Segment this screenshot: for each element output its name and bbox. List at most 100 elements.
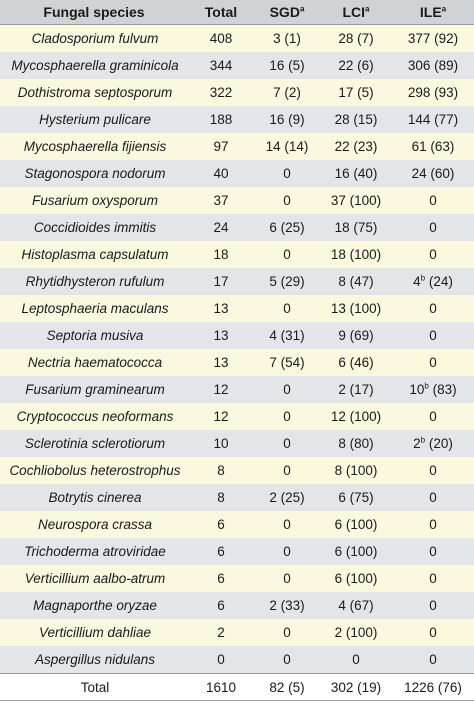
table-row: Cochliobolus heterostrophus 8 0 8 (100) 0 (0, 457, 474, 484)
total-cell: 12 (188, 403, 254, 430)
ile-cell: 4b (24) (392, 268, 474, 295)
ile-cell: 0 (392, 349, 474, 376)
ile-cell: 0 (392, 565, 474, 592)
lci-cell: 2 (17) (320, 376, 392, 403)
total-cell: 12 (188, 376, 254, 403)
species-cell: Aspergillus nidulans (0, 646, 188, 674)
table-row: Magnaporthe oryzae 6 2 (33) 4 (67) 0 (0, 592, 474, 619)
lci-cell: 4 (67) (320, 592, 392, 619)
species-cell: Coccidioides immitis (0, 214, 188, 241)
species-cell: Mycosphaerella graminicola (0, 52, 188, 79)
total-cell: 24 (188, 214, 254, 241)
lci-cell: 13 (100) (320, 295, 392, 322)
lci-cell: 8 (100) (320, 457, 392, 484)
table-row: Stagonospora nodorum 40 0 16 (40) 24 (60) (0, 160, 474, 187)
total-cell: 13 (188, 322, 254, 349)
ile-cell: 0 (392, 511, 474, 538)
table-row: Rhytidhysteron rufulum 17 5 (29) 8 (47) 4b (… (0, 268, 474, 295)
species-cell: Cladosporium fulvum (0, 24, 188, 52)
ile-percent: (24) (425, 274, 453, 289)
table-row: Fusarium oxysporum 37 0 37 (100) 0 (0, 187, 474, 214)
header-sgd: SGDa (254, 0, 320, 25)
ile-cell: 0 (392, 214, 474, 241)
total-cell: 6 (188, 592, 254, 619)
total-cell: 10 (188, 430, 254, 457)
total-cell: 37 (188, 187, 254, 214)
total-cell: 6 (188, 511, 254, 538)
table-row: Mycosphaerella graminicola 344 16 (5) 22 (6… (0, 52, 474, 79)
table-row: Trichoderma atroviridae 6 0 6 (100) 0 (0, 538, 474, 565)
total-cell: 97 (188, 133, 254, 160)
header-ile-footnote: a (441, 4, 447, 14)
ile-cell: 24 (60) (392, 160, 474, 187)
lci-cell: 6 (46) (320, 349, 392, 376)
sgd-cell: 3 (1) (254, 24, 320, 52)
species-cell: Fusarium graminearum (0, 376, 188, 403)
header-sgd-footnote: a (299, 4, 305, 14)
total-cell: 8 (188, 457, 254, 484)
species-cell: Botrytis cinerea (0, 484, 188, 511)
total-cell: 2 (188, 619, 254, 646)
ile-cell: 0 (392, 484, 474, 511)
total-cell: 0 (188, 646, 254, 674)
total-cell: 322 (188, 79, 254, 106)
sgd-cell: 0 (254, 646, 320, 674)
species-cell: Cochliobolus heterostrophus (0, 457, 188, 484)
ile-cell: 306 (89) (392, 52, 474, 79)
ile-cell: 144 (77) (392, 106, 474, 133)
ile-cell: 0 (392, 187, 474, 214)
species-cell: Hysterium pulicare (0, 106, 188, 133)
table-row: Septoria musiva 13 4 (31) 9 (69) 0 (0, 322, 474, 349)
lci-cell: 18 (100) (320, 241, 392, 268)
total-cell: 344 (188, 52, 254, 79)
sgd-cell: 6 (25) (254, 214, 320, 241)
ile-percent: (20) (425, 436, 453, 451)
total-row: Total 1610 82 (5) 302 (19) 1226 (76) (0, 673, 474, 701)
sgd-cell: 0 (254, 565, 320, 592)
sgd-cell: 2 (33) (254, 592, 320, 619)
total-cell: 6 (188, 538, 254, 565)
ile-cell: 0 (392, 646, 474, 674)
table-row: Nectria haematococca 13 7 (54) 6 (46) 0 (0, 349, 474, 376)
species-cell: Neurospora crassa (0, 511, 188, 538)
sgd-cell: 0 (254, 403, 320, 430)
table-body: Cladosporium fulvum 408 3 (1) 28 (7) 377 (92… (0, 24, 474, 674)
sgd-cell: 7 (54) (254, 349, 320, 376)
header-species: Fungal species (0, 0, 188, 25)
total-cell: 18 (188, 241, 254, 268)
ile-cell: 0 (392, 322, 474, 349)
header-lci: LCIa (320, 0, 392, 25)
sgd-cell: 16 (9) (254, 106, 320, 133)
species-cell: Magnaporthe oryzae (0, 592, 188, 619)
sgd-cell: 0 (254, 538, 320, 565)
sgd-cell: 0 (254, 376, 320, 403)
header-sgd-label: SGD (269, 4, 300, 20)
table-row: Verticillium dahliae 2 0 2 (100) 0 (0, 619, 474, 646)
total-row-sgd: 82 (5) (254, 673, 320, 701)
ile-percent: (83) (428, 382, 457, 397)
sgd-cell: 4 (31) (254, 322, 320, 349)
ile-value: 4 (413, 274, 421, 289)
ile-cell: 2b (20) (392, 430, 474, 457)
species-cell: Stagonospora nodorum (0, 160, 188, 187)
ile-cell: 61 (63) (392, 133, 474, 160)
header-species-label: Fungal species (43, 4, 145, 20)
lci-cell: 22 (6) (320, 52, 392, 79)
table-header: Fungal species Total SGDa LCIa ILEa (0, 0, 474, 25)
lci-cell: 6 (100) (320, 538, 392, 565)
lci-cell: 6 (100) (320, 565, 392, 592)
sgd-cell: 7 (2) (254, 79, 320, 106)
lci-cell: 8 (80) (320, 430, 392, 457)
ile-footnote: b (424, 381, 429, 391)
total-cell: 17 (188, 268, 254, 295)
header-ile-label: ILE (419, 4, 442, 20)
total-cell: 13 (188, 295, 254, 322)
table-row: Verticillium aalbo-atrum 6 0 6 (100) 0 (0, 565, 474, 592)
lci-cell: 9 (69) (320, 322, 392, 349)
species-cell: Sclerotinia sclerotiorum (0, 430, 188, 457)
ile-cell: 10b (83) (392, 376, 474, 403)
species-cell: Mycosphaerella fijiensis (0, 133, 188, 160)
header-ile: ILEa (392, 0, 474, 25)
table-row: Dothistroma septosporum 322 7 (2) 17 (5) 298… (0, 79, 474, 106)
